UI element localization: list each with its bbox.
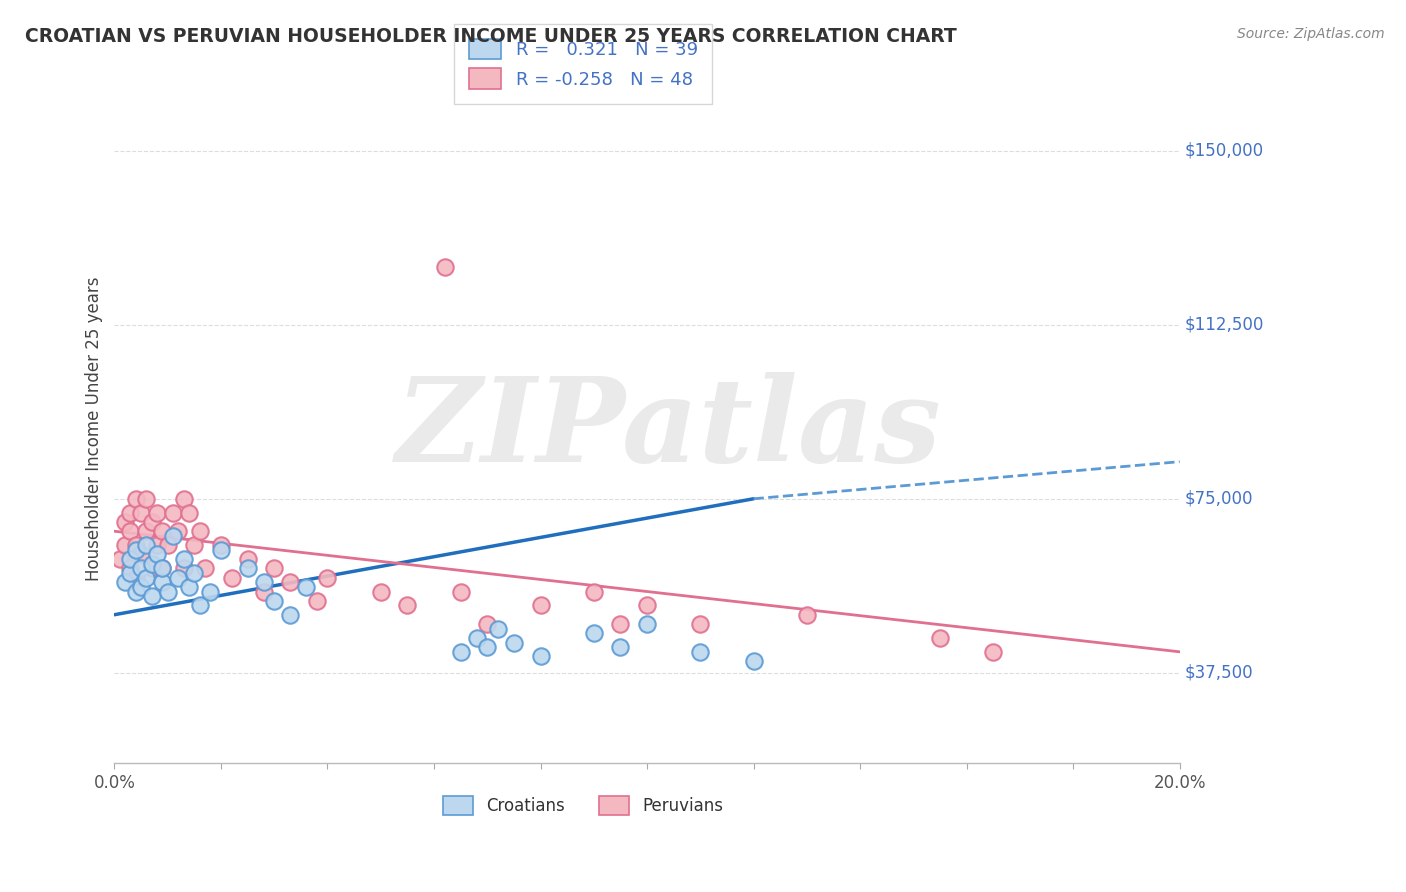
Point: [582, 626, 605, 640]
Point: [120, 552, 142, 566]
Point: [129, 561, 152, 575]
Point: [433, 260, 456, 274]
Point: [200, 584, 222, 599]
Text: ZIPatlas: ZIPatlas: [395, 372, 941, 487]
Point: [125, 571, 148, 585]
Point: [135, 538, 157, 552]
Point: [167, 571, 190, 585]
Point: [209, 538, 232, 552]
Point: [141, 561, 163, 575]
Point: [125, 538, 148, 552]
Point: [263, 561, 285, 575]
Point: [120, 566, 142, 580]
Point: [636, 617, 658, 632]
Point: [370, 584, 392, 599]
Point: [796, 607, 818, 622]
Point: [486, 622, 509, 636]
Point: [156, 538, 179, 552]
Text: $75,000: $75,000: [1185, 490, 1254, 508]
Point: [742, 654, 765, 668]
Point: [125, 584, 148, 599]
Point: [129, 580, 152, 594]
Point: [114, 538, 136, 552]
Point: [141, 557, 163, 571]
Point: [502, 635, 524, 649]
Point: [177, 506, 200, 520]
Point: [278, 607, 301, 622]
Point: [689, 645, 711, 659]
Point: [316, 571, 339, 585]
Point: [125, 542, 148, 557]
Text: CROATIAN VS PERUVIAN HOUSEHOLDER INCOME UNDER 25 YEARS CORRELATION CHART: CROATIAN VS PERUVIAN HOUSEHOLDER INCOME …: [25, 27, 957, 45]
Point: [582, 584, 605, 599]
Point: [146, 506, 169, 520]
Text: $150,000: $150,000: [1185, 142, 1264, 160]
Point: [305, 594, 328, 608]
Point: [252, 575, 274, 590]
Point: [135, 524, 157, 539]
Point: [396, 599, 419, 613]
Point: [135, 571, 157, 585]
Text: $112,500: $112,500: [1185, 316, 1264, 334]
Point: [477, 617, 499, 632]
Point: [120, 561, 142, 575]
Legend: Croatians, Peruvians: Croatians, Peruvians: [437, 789, 730, 822]
Text: $37,500: $37,500: [1185, 664, 1254, 681]
Point: [609, 617, 631, 632]
Point: [108, 552, 131, 566]
Text: Source: ZipAtlas.com: Source: ZipAtlas.com: [1237, 27, 1385, 41]
Point: [278, 575, 301, 590]
Point: [252, 584, 274, 599]
Point: [162, 506, 184, 520]
Point: [141, 515, 163, 529]
Point: [146, 548, 169, 562]
Point: [173, 491, 195, 506]
Point: [146, 538, 169, 552]
Point: [529, 599, 551, 613]
Point: [236, 561, 259, 575]
Point: [173, 561, 195, 575]
Point: [173, 552, 195, 566]
Point: [135, 491, 157, 506]
Point: [929, 631, 952, 645]
Point: [209, 542, 232, 557]
Point: [689, 617, 711, 632]
Point: [150, 524, 173, 539]
Point: [188, 524, 211, 539]
Point: [150, 561, 173, 575]
Point: [129, 548, 152, 562]
Point: [295, 580, 318, 594]
Point: [150, 575, 173, 590]
Point: [177, 580, 200, 594]
Point: [194, 561, 217, 575]
Point: [263, 594, 285, 608]
Point: [114, 575, 136, 590]
Point: [450, 645, 472, 659]
Y-axis label: Householder Income Under 25 years: Householder Income Under 25 years: [86, 277, 103, 582]
Point: [120, 506, 142, 520]
Point: [114, 515, 136, 529]
Point: [129, 506, 152, 520]
Point: [188, 599, 211, 613]
Point: [477, 640, 499, 655]
Point: [236, 552, 259, 566]
Point: [183, 538, 205, 552]
Point: [183, 566, 205, 580]
Point: [141, 589, 163, 603]
Point: [609, 640, 631, 655]
Point: [167, 524, 190, 539]
Point: [465, 631, 488, 645]
Point: [450, 584, 472, 599]
Point: [162, 529, 184, 543]
Point: [120, 524, 142, 539]
Point: [221, 571, 243, 585]
Point: [125, 491, 148, 506]
Point: [156, 584, 179, 599]
Point: [636, 599, 658, 613]
Point: [150, 561, 173, 575]
Point: [529, 649, 551, 664]
Point: [981, 645, 1004, 659]
